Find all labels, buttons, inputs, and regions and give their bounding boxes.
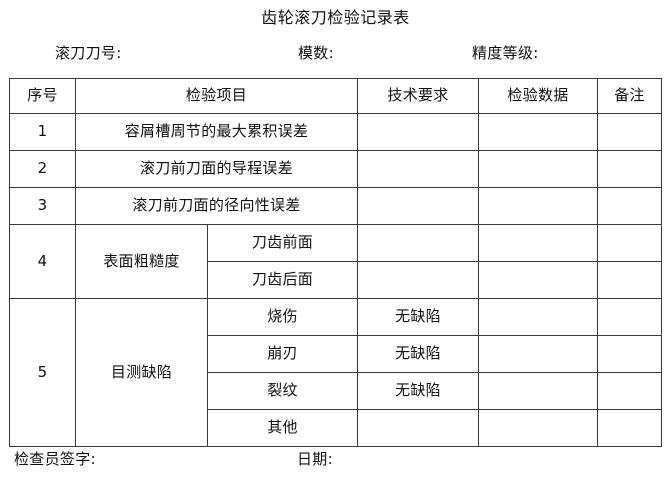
row-item: 目测缺陷: [75, 298, 208, 447]
table-row: 2 滚刀前刀面的导程误差: [9, 150, 663, 188]
cell-note[interactable]: [597, 113, 663, 151]
cell-note[interactable]: [597, 298, 663, 336]
table-row: 5 目测缺陷 烧伤 无缺陷: [9, 298, 663, 447]
table-row: 裂纹 无缺陷: [10, 372, 663, 410]
row-subitem: 裂纹: [206, 372, 359, 410]
row-number: 5: [9, 298, 76, 447]
cell-note[interactable]: [597, 335, 663, 373]
row-number: 1: [9, 113, 76, 151]
cell-data[interactable]: [478, 261, 599, 299]
cell-data[interactable]: [478, 335, 599, 373]
cell-data[interactable]: [478, 113, 599, 151]
column-header-no: 序号: [9, 78, 76, 114]
cell-requirement[interactable]: [357, 113, 480, 151]
page-title: 齿轮滚刀检验记录表: [261, 8, 410, 27]
table-row: 4 表面粗糙度 刀齿前面: [9, 224, 663, 299]
table-row: 其他: [10, 409, 663, 447]
table-header-row: 序号 检验项目 技术要求 检验数据 备注: [9, 78, 663, 114]
row-number: 4: [9, 224, 76, 299]
row-subitem: 崩刃: [206, 335, 359, 373]
row-item: 容屑槽周节的最大累积误差: [74, 113, 359, 151]
row-subitem: 刀齿前面: [206, 224, 359, 262]
cell-note[interactable]: [597, 261, 663, 299]
cell-requirement[interactable]: 无缺陷: [357, 372, 480, 410]
cell-requirement[interactable]: 无缺陷: [357, 298, 480, 336]
cell-note[interactable]: [597, 187, 663, 225]
inspector-signature-label: 检查员签字:: [14, 450, 96, 468]
column-header-note: 备注: [597, 78, 663, 114]
column-header-item: 检验项目: [74, 78, 359, 114]
date-label: 日期:: [297, 450, 333, 468]
cell-requirement[interactable]: 无缺陷: [357, 335, 480, 373]
row-number: 2: [9, 150, 76, 188]
cell-data[interactable]: [478, 150, 599, 188]
cell-requirement[interactable]: [357, 187, 480, 225]
form-meta-row: 滚刀刀号: 模数: 精度等级:: [0, 41, 671, 65]
cell-requirement[interactable]: [357, 261, 480, 299]
inspection-table: 序号 检验项目 技术要求 检验数据 备注 1 容屑槽周节的最大累积误差 2 滚刀…: [9, 78, 663, 447]
row-subitem: 烧伤: [206, 298, 359, 336]
cell-note[interactable]: [597, 150, 663, 188]
cell-data[interactable]: [478, 372, 599, 410]
cell-data[interactable]: [478, 224, 599, 262]
accuracy-grade-label: 精度等级:: [472, 44, 539, 62]
cell-note[interactable]: [597, 409, 663, 447]
cell-note[interactable]: [597, 372, 663, 410]
cell-requirement[interactable]: [357, 150, 480, 188]
cell-requirement[interactable]: [357, 409, 480, 447]
column-header-requirement: 技术要求: [357, 78, 480, 114]
table-row: 3 滚刀前刀面的径向性误差: [9, 187, 663, 225]
table-row: 崩刃 无缺陷: [10, 335, 663, 373]
column-header-data: 检验数据: [478, 78, 599, 114]
row-number: 3: [9, 187, 76, 225]
cell-data[interactable]: [478, 298, 599, 336]
cell-data[interactable]: [478, 187, 599, 225]
cell-requirement[interactable]: [357, 224, 480, 262]
row-subitem: 其他: [206, 409, 359, 447]
table-row: 1 容屑槽周节的最大累积误差: [9, 113, 663, 151]
row-item: 滚刀前刀面的径向性误差: [74, 187, 359, 225]
row-item: 滚刀前刀面的导程误差: [74, 150, 359, 188]
hob-number-label: 滚刀刀号:: [55, 44, 122, 62]
row-item: 表面粗糙度: [75, 224, 208, 299]
cell-note[interactable]: [597, 224, 663, 262]
module-label: 模数:: [298, 44, 334, 62]
cell-data[interactable]: [478, 409, 599, 447]
form-footer-row: 检查员签字: 日期:: [0, 447, 671, 471]
row-subitem: 刀齿后面: [206, 261, 359, 299]
